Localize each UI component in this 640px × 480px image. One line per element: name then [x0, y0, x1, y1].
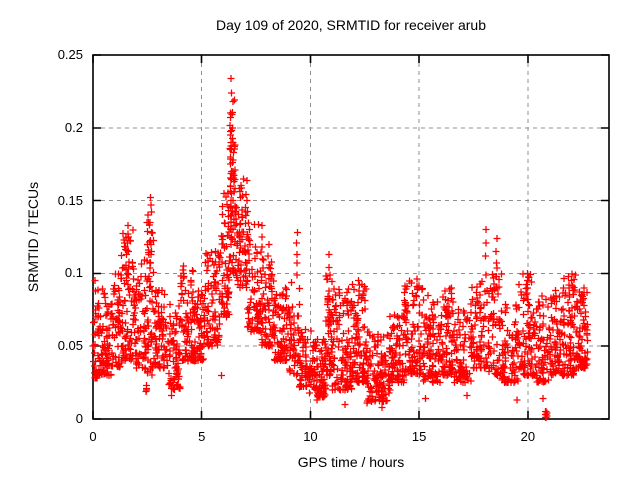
chart-title: Day 109 of 2020, SRMTID for receiver aru… — [215, 17, 487, 33]
scatter-points — [89, 75, 591, 421]
x-tick-label: 15 — [411, 429, 427, 444]
y-tick-label: 0.2 — [64, 119, 83, 135]
y-tick-label: 0.05 — [57, 338, 83, 354]
y-tick-label: 0.25 — [57, 47, 83, 62]
x-tick-label: 5 — [198, 429, 206, 444]
x-axis-label: GPS time / hours — [297, 454, 405, 470]
y-tick-label: 0.15 — [57, 192, 83, 208]
x-tick-label: 20 — [520, 429, 536, 444]
y-tick-label: 0 — [75, 411, 83, 426]
x-tick-label: 10 — [303, 429, 318, 444]
y-tick-label: 0.1 — [64, 265, 83, 281]
plot-border — [92, 54, 610, 420]
x-tick-label: 0 — [89, 429, 97, 444]
